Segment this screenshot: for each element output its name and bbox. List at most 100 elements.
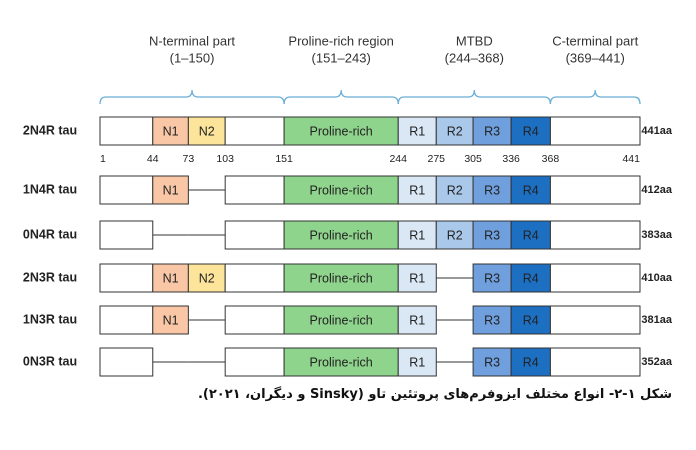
domain-segment [152,305,189,335]
region-range: (1–150) [170,50,215,65]
domain-segment [435,175,474,205]
isoform-length: 412aa [641,184,672,196]
domain-label: R2 [447,228,463,242]
domain-label: R3 [484,183,500,197]
domain-label: N1 [163,313,179,327]
blank-segment [549,116,641,146]
brace [99,89,285,105]
region-name: Proline-rich region [288,33,394,48]
domain-segment [283,263,399,293]
region-range: (151–243) [312,50,371,65]
domain-label: R2 [447,183,463,197]
domain-label: R1 [409,271,425,285]
blank-segment [99,263,154,293]
blank-segment [224,175,285,205]
domain-label: N1 [163,271,179,285]
domain-label: R3 [484,124,500,138]
domain-segment [152,175,189,205]
domain-label: R3 [484,228,500,242]
blank-segment [99,347,154,377]
domain-segment [152,116,189,146]
isoform-length: 410aa [641,272,672,284]
domain-segment [510,347,551,377]
blank-segment [549,305,641,335]
position-label: 441 [622,153,640,165]
domain-segment [472,220,512,250]
blank-segment [224,220,285,250]
domain-label: R4 [523,355,539,369]
position-label: 44 [147,153,159,165]
domain-label: R1 [409,124,425,138]
blank-segment [99,116,154,146]
domain-label: R4 [523,271,539,285]
domain-label: N1 [163,124,179,138]
domain-segment [152,263,189,293]
region-range: (369–441) [566,50,625,65]
domain-label: N2 [199,124,215,138]
brace [283,89,399,105]
blank-segment [224,263,285,293]
region-range: (244–368) [445,50,504,65]
domain-label: N2 [199,271,215,285]
domain-label: Proline-rich [310,355,373,369]
domain-label: R4 [523,228,539,242]
domain-segment [397,263,437,293]
domain-label: N1 [163,183,179,197]
domain-segment [435,116,474,146]
domain-segment [510,263,551,293]
domain-segment [510,305,551,335]
position-label: 73 [183,153,195,165]
blank-segment [224,116,285,146]
position-label: 244 [389,153,407,165]
blank-segment [99,175,154,205]
blank-segment [224,305,285,335]
domain-segment [472,116,512,146]
position-label: 151 [275,153,293,165]
isoform-label: 0N4R tau [23,227,77,241]
domain-segment [510,116,551,146]
isoform-length: 352aa [641,356,672,368]
domain-label: R2 [447,124,463,138]
isoform-label: 1N3R tau [23,312,77,326]
domain-segment [435,220,474,250]
domain-segment [283,175,399,205]
domain-segment [283,347,399,377]
domain-label: R3 [484,271,500,285]
domain-segment [397,175,437,205]
isoform-label: 0N3R tau [23,354,77,368]
domain-segment [510,175,551,205]
isoform-length: 381aa [641,314,672,326]
domain-segment [397,220,437,250]
domain-label: R3 [484,313,500,327]
domain-label: R1 [409,355,425,369]
isoform-length: 383aa [641,229,672,241]
blank-segment [549,220,641,250]
position-label: 305 [464,153,482,165]
brace [549,89,641,105]
domain-segment [283,220,399,250]
domain-label: R4 [523,313,539,327]
domain-segment [283,116,399,146]
isoform-length: 441aa [641,125,672,137]
isoform-label: 2N4R tau [23,123,77,137]
blank-segment [549,263,641,293]
position-label: 103 [216,153,234,165]
caption: شکل ۱-۲- انواع مختلف ایزوفرم‌های پروتئین… [197,387,672,402]
blank-segment [99,220,154,250]
domain-label: R4 [523,124,539,138]
domain-label: R4 [523,183,539,197]
position-label: 1 [100,153,106,165]
domain-label: Proline-rich [310,271,373,285]
position-label: 275 [428,153,446,165]
blank-segment [549,175,641,205]
brace [397,89,552,105]
blank-segment [549,347,641,377]
position-label: 336 [502,153,520,165]
region-name: N-terminal part [149,33,235,48]
domain-label: Proline-rich [310,313,373,327]
blank-segment [99,305,154,335]
region-name: MTBD [456,33,493,48]
domain-label: R1 [409,183,425,197]
domain-segment [510,220,551,250]
